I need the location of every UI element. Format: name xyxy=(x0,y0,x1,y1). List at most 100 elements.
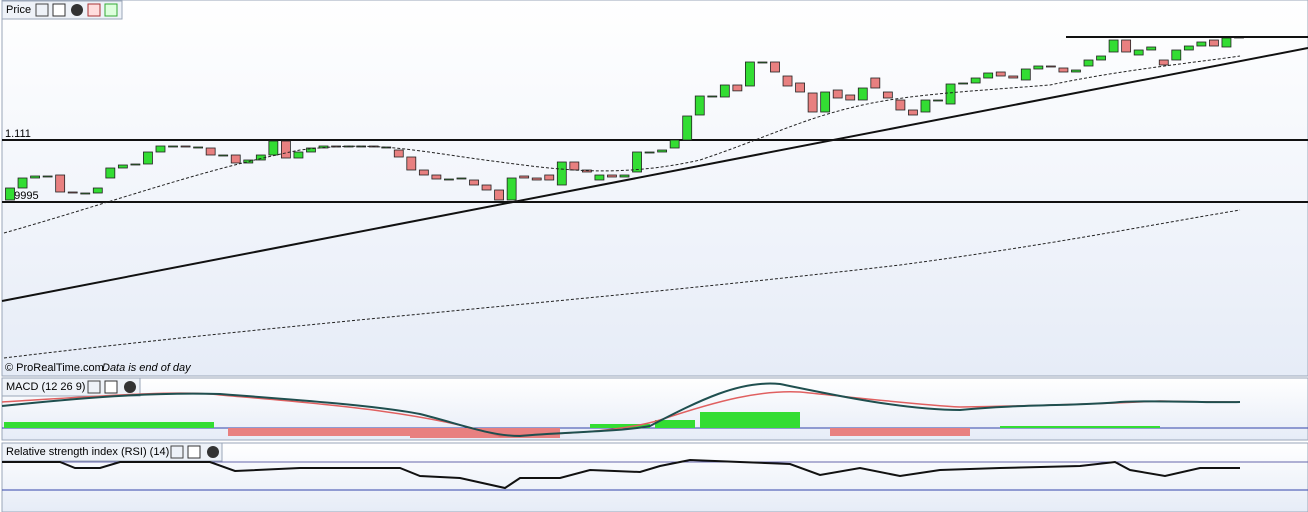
candle xyxy=(807,92,818,113)
candle xyxy=(657,149,668,153)
candle xyxy=(1071,69,1081,73)
panel-icons[interactable] xyxy=(35,3,118,17)
candle xyxy=(933,99,943,102)
candle xyxy=(782,75,793,87)
candle xyxy=(42,175,53,178)
candle xyxy=(1045,65,1056,68)
candle xyxy=(481,184,492,191)
candle xyxy=(832,89,843,99)
price-panel xyxy=(1,0,1308,377)
candle xyxy=(5,187,15,201)
candle xyxy=(356,145,367,148)
candle xyxy=(757,61,768,64)
candle xyxy=(30,175,40,179)
candle xyxy=(1133,49,1144,56)
candle xyxy=(306,147,316,153)
candle xyxy=(1008,75,1019,79)
candle xyxy=(218,154,229,157)
candle xyxy=(958,82,969,85)
candle xyxy=(494,189,504,201)
candle xyxy=(719,84,730,98)
candle xyxy=(845,94,856,101)
candle xyxy=(431,174,442,180)
candle xyxy=(632,151,642,173)
candle xyxy=(1108,39,1119,53)
moving-average xyxy=(3,209,1241,359)
candle xyxy=(130,163,141,166)
candle xyxy=(870,77,881,89)
panel-title: Price xyxy=(6,4,31,16)
candle xyxy=(519,175,530,179)
candle xyxy=(607,174,617,178)
candle xyxy=(193,146,204,149)
candle xyxy=(970,77,981,84)
candle xyxy=(55,174,66,193)
candle xyxy=(594,174,605,181)
panel-icons[interactable] xyxy=(87,380,136,394)
candle xyxy=(17,177,28,189)
candle xyxy=(895,99,906,111)
candle xyxy=(381,146,392,149)
candle xyxy=(983,72,994,79)
level-label: 1.111 xyxy=(5,128,31,140)
candle xyxy=(707,95,718,98)
candle xyxy=(820,91,831,113)
candle xyxy=(143,151,153,165)
candle xyxy=(180,145,191,148)
candle xyxy=(67,191,78,194)
candle xyxy=(920,99,931,113)
trend-line xyxy=(1,47,1308,302)
candle xyxy=(1171,49,1182,61)
candle xyxy=(1083,59,1094,67)
moving-average xyxy=(3,55,1241,234)
candle xyxy=(205,147,216,156)
macd-panel xyxy=(1,377,1308,441)
candle xyxy=(469,179,479,186)
candle xyxy=(1033,65,1044,70)
candle xyxy=(1146,46,1157,51)
macd-histogram xyxy=(228,428,970,438)
candle xyxy=(544,174,555,181)
candle xyxy=(1121,39,1132,53)
candle xyxy=(444,178,454,181)
macd-line xyxy=(1,382,1241,438)
macd-histogram xyxy=(4,412,1160,428)
candle xyxy=(795,82,805,93)
panel-title: Relative strength index (RSI) (14) xyxy=(6,446,169,458)
candle xyxy=(268,140,279,156)
candle xyxy=(1020,68,1031,81)
candle xyxy=(644,151,655,154)
candle xyxy=(92,187,103,194)
candle xyxy=(418,169,429,176)
candle xyxy=(682,115,693,141)
candle xyxy=(80,192,91,195)
candle xyxy=(619,174,630,178)
candle xyxy=(669,139,680,149)
candle xyxy=(1209,39,1219,47)
candle xyxy=(995,71,1006,77)
candle xyxy=(1158,59,1169,66)
candle xyxy=(556,161,567,186)
candle xyxy=(857,87,868,101)
candle xyxy=(945,83,956,105)
candle xyxy=(908,109,918,116)
candle xyxy=(155,145,166,153)
candle xyxy=(117,164,128,169)
candle xyxy=(456,177,467,180)
candle xyxy=(1196,41,1207,47)
credit: © ProRealTime.com xyxy=(5,362,104,374)
candle xyxy=(506,177,517,201)
candle xyxy=(230,154,241,164)
candle xyxy=(243,159,254,164)
panel-title: MACD (12 26 9) xyxy=(6,381,85,393)
candle xyxy=(1096,55,1106,61)
candle xyxy=(105,167,116,179)
candle xyxy=(406,156,417,171)
candle xyxy=(168,145,178,148)
panel-icons[interactable] xyxy=(170,445,219,459)
candle xyxy=(1058,67,1069,73)
candle xyxy=(280,140,291,159)
candle xyxy=(732,84,743,92)
candle xyxy=(694,95,705,116)
